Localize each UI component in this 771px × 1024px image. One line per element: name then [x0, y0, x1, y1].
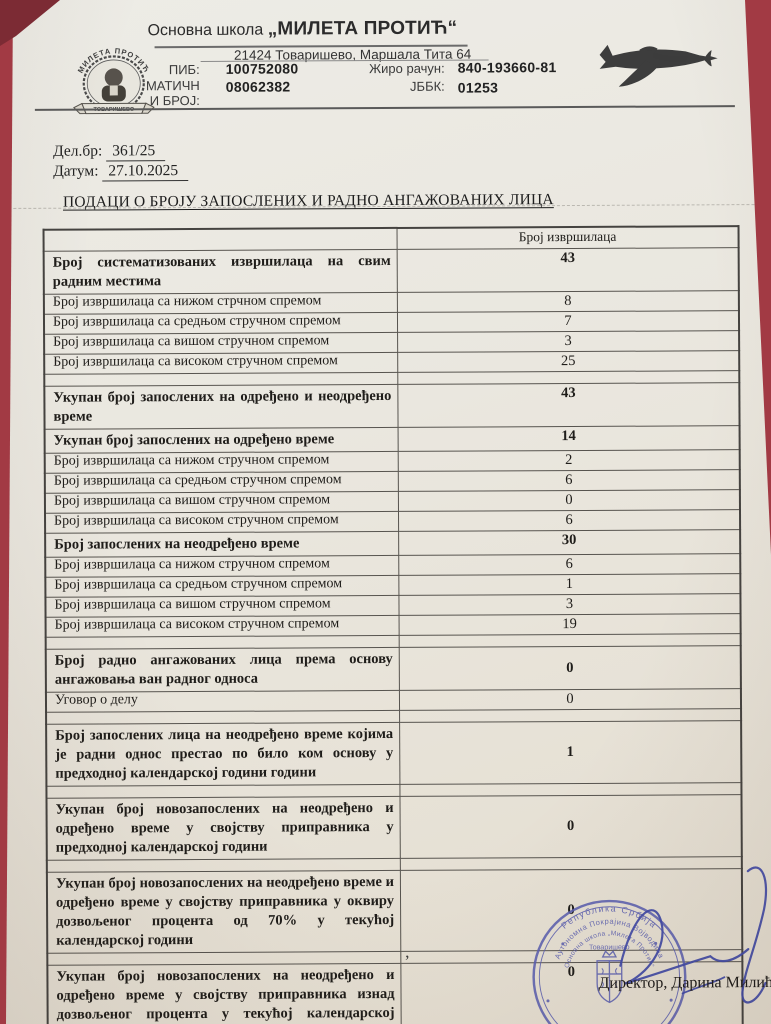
document-title: ПОДАЦИ О БРОЈУ ЗАПОСЛЕНИХ И РАДНО АНГАЖО… — [62, 191, 554, 211]
director-signature — [619, 866, 768, 1004]
row-value-cell: 43 — [397, 247, 739, 293]
maticni-broj-value: 08062382 — [225, 78, 291, 95]
pib-label: ПИБ: — [168, 61, 200, 78]
row-value-cell: 0 — [399, 688, 742, 711]
row-label-cell: Број извршилаца са нижом стрчном спремом — [43, 292, 398, 315]
row-value-cell: 0 — [398, 489, 740, 512]
logo-rope-ring — [82, 55, 145, 112]
row-label-cell: Број извршилаца са нижом стручном спремо… — [45, 555, 399, 578]
row-value-cell: 6 — [398, 509, 741, 532]
stamp-coat-of-arms — [596, 950, 623, 1004]
official-stamp: Република Србија Аутономна Покрајина Вој… — [532, 899, 687, 1024]
row-label-cell: Број извршилаца са средњом стручном спре… — [44, 471, 399, 494]
row-value-cell: 6 — [398, 553, 741, 576]
row-label-cell: Укупан број запослених на одређено време — [44, 427, 399, 454]
protocol-number-line: Дел.бр: 361/25 — [53, 141, 188, 162]
row-value-cell: 14 — [398, 425, 740, 452]
header-col2-cell: Број извршилаца — [397, 226, 739, 250]
date-label: Датум: — [53, 162, 99, 180]
row-label-cell: Укупан број новозапослених на неодређено… — [46, 870, 401, 954]
protocol-number-label: Дел.бр: — [53, 142, 103, 160]
logo-portrait — [101, 68, 126, 102]
table-row: Број запослених лица на неодређено време… — [46, 720, 742, 787]
row-label-cell: Укупан број новозапослених на неодређено… — [47, 963, 402, 1024]
table-row: Број систематизованих извршилаца на свим… — [43, 247, 739, 295]
jbbk-value: 01253 — [457, 79, 499, 96]
row-value-cell: 6 — [398, 469, 740, 492]
row-label-cell: Укупан број запослених на одређено и нео… — [44, 384, 399, 430]
row-label-cell: Број извршилаца са вишом стручном спремо… — [44, 491, 399, 514]
row-label-cell: Број извршилаца са високом стручном спре… — [44, 352, 398, 375]
row-value-cell: 19 — [399, 613, 741, 636]
pen-mark: ’ — [404, 951, 411, 971]
pib-value: 100752080 — [225, 60, 299, 77]
row-label-cell: Број запослених лица на неодређено време… — [46, 722, 400, 787]
row-label-cell: Укупан број новозапослених на неодређено… — [46, 796, 401, 861]
school-name: „МИЛЕТА ПРОТИЋ“ — [267, 17, 458, 40]
row-value-cell: 7 — [397, 310, 740, 333]
row-label-cell: Број извршилаца са вишом стручном спремо… — [45, 595, 400, 618]
row-value-cell: 3 — [397, 330, 740, 353]
row-label-cell: Број извршилаца са високом стручном спре… — [45, 511, 399, 534]
table-row: Број радно ангажованих лица према основу… — [45, 645, 741, 693]
row-value-cell: 2 — [398, 449, 740, 472]
row-label-cell: Број извршилаца са нижом стручном спремо… — [44, 451, 399, 474]
row-value-cell: 1 — [398, 573, 741, 596]
ziro-racun-label: Жиро рачун: — [369, 60, 445, 77]
row-value-cell: 0 — [399, 645, 741, 691]
table-row: Укупан број запослених на одређено време… — [44, 425, 740, 454]
stamp-dots — [546, 941, 673, 1003]
airplane-image — [599, 44, 718, 87]
header-empty-cell — [43, 227, 398, 252]
director-name-line: Директор, Дарина Милић — [598, 973, 771, 992]
row-value-cell: 1 — [399, 720, 742, 785]
row-label-cell: Број извршилаца са вишом стручном спремо… — [44, 332, 398, 355]
row-value-cell: 43 — [397, 382, 740, 428]
row-label-cell: Уговор о делу — [45, 690, 400, 713]
date-line: Датум: 27.10.2025 — [53, 161, 189, 182]
row-value-cell: 25 — [397, 350, 740, 373]
row-label-cell: Број систематизованих извршилаца на свим… — [43, 249, 398, 295]
row-label-cell: Број извршилаца са високом стручном спре… — [45, 615, 400, 638]
table-row: Број запослених на неодређено време 30 — [45, 529, 741, 558]
row-label-cell: Број запослених на неодређено време — [45, 531, 399, 558]
row-value-cell: 8 — [397, 290, 739, 313]
maticni-broj-label-line2: И БРОЈ: — [149, 92, 200, 109]
school-logo: МИЛЕТА ПРОТИЋ ТОВАРИШЕВО — [73, 46, 155, 115]
airplane-silhouette — [599, 44, 718, 87]
row-label-cell: Број извршилаца са средњом стручном спре… — [43, 312, 398, 335]
row-value-cell: 3 — [398, 593, 741, 616]
date-value: 27.10.2025 — [102, 162, 189, 182]
jbbk-label: ЈББК: — [409, 78, 445, 94]
row-label-cell: Број радно ангажованих лица према основу… — [45, 647, 400, 693]
school-name-line: Основна школа „МИЛЕТА ПРОТИЋ“ — [87, 17, 517, 41]
protocol-number-value: 361/25 — [106, 142, 166, 162]
document-meta: Дел.бр: 361/25 Датум: 27.10.2025 — [53, 141, 189, 182]
maticni-broj-label-line1: МАТИЧН — [145, 77, 200, 94]
ziro-racun-value: 840-193660-81 — [457, 59, 557, 76]
row-label-cell: Број извршилаца са средњом стручном спре… — [45, 575, 399, 598]
row-value-cell: 30 — [398, 529, 741, 556]
table-row: Укупан број запослених на одређено и нео… — [44, 382, 740, 430]
school-type: Основна школа — [147, 21, 264, 40]
stamp-place-text: Товаришево — [589, 943, 630, 951]
